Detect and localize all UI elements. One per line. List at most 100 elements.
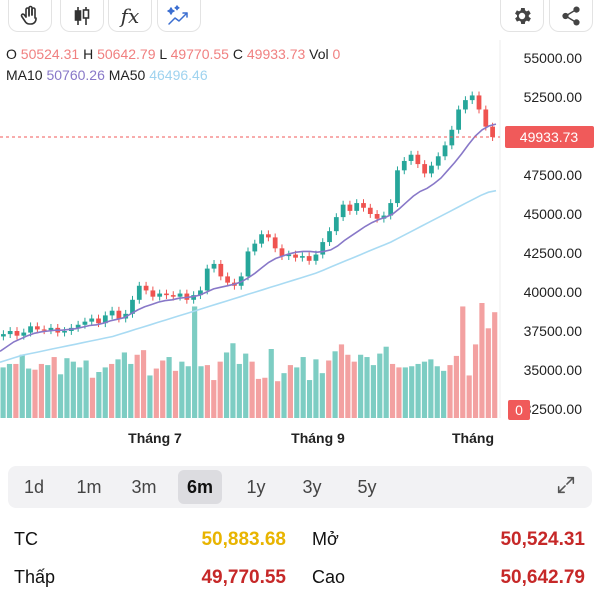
open-label: O [6,46,17,62]
open-price-value: 50,524.31 [500,529,585,550]
last-price-label: 49933.73 [520,129,579,145]
candle-body [361,203,366,208]
hand-tool-button[interactable] [8,0,52,32]
auto-pattern-tool-button[interactable] [157,0,201,32]
volume-bar [217,361,223,418]
high-value: 50642.79 [97,46,156,62]
candle-body [48,327,54,331]
candle-body [340,204,346,218]
ma50-label: MA50 [108,67,146,83]
candle-body [367,207,373,214]
candlestick-tool-button[interactable] [60,0,104,32]
volume-bar [128,363,134,418]
function-icon: fx [121,4,140,28]
share-button[interactable] [549,0,593,32]
y-tick-label: 52500.00 [524,89,583,105]
period-1d-button[interactable]: 1d [12,470,56,504]
volume-bar [472,344,479,418]
volume-bar [70,361,76,418]
volume-bar [26,368,32,418]
candle-body [463,100,468,110]
period-label: 1y [246,476,266,497]
price-chart[interactable]: 55000.0052500.0050000.0047500.0045000.00… [0,40,600,455]
candle-body [82,321,88,325]
hand-icon [18,4,42,28]
candle-body [225,276,230,283]
volume-bar [453,355,459,418]
volume-bar [134,354,140,418]
candle-body [164,293,169,296]
period-1y-button[interactable]: 1y [234,470,278,504]
period-3y-button[interactable]: 3y [290,470,334,504]
candle-body [476,95,482,110]
period-1m-button[interactable]: 1m [67,470,111,504]
open-value: 50524.31 [20,46,80,62]
volume-bar [192,306,198,418]
candle-body [157,293,163,297]
period-5y-button[interactable]: 5y [345,470,389,504]
ma10-line [0,123,497,352]
fullscreen-button[interactable] [552,473,580,501]
candle-body [102,315,108,324]
candle-body [41,329,47,331]
settings-button[interactable] [500,0,544,32]
candle-body [116,310,122,319]
reference-price-label: TC [14,529,38,549]
period-6m-button[interactable]: 6m [178,470,222,504]
candle-body [313,254,319,261]
candle-body [109,310,115,316]
auto-pattern-icon [166,4,192,28]
candle-body [218,263,224,277]
y-tick-label: 55000.00 [524,50,583,66]
volume-bar [223,352,230,418]
volume-bar [211,380,217,418]
volume-bar [294,367,300,418]
candle-body [374,214,380,219]
candle-body [14,331,20,336]
candle-body [449,129,455,146]
volume-bar [377,353,383,418]
candle-body [34,326,40,330]
high-price-label: Cao [312,567,346,587]
candle-body [388,203,394,216]
volume-bar [389,363,396,418]
volume-bar [13,363,19,418]
gear-icon [511,5,533,27]
reference-price-value: 50,883.68 [201,529,286,550]
volume-bar [479,303,485,418]
volume-bar [306,380,313,418]
volume-bar [64,358,70,418]
close-label: C [232,46,243,62]
candle-body [293,254,298,258]
period-label: 6m [186,476,213,497]
volume-bar [0,367,6,418]
candle-body [483,109,489,127]
candle-body [1,334,6,337]
volume-bar [447,365,453,418]
volume-bar [287,365,293,418]
volume-bar [198,366,204,418]
volume-bar [441,370,447,418]
volume-bar [396,367,402,418]
volume-bar [115,359,121,418]
volume-bar [345,354,351,418]
candle-body [422,164,428,174]
volume-bar [492,312,498,418]
candle-body [442,145,448,157]
volume-bar [485,328,491,418]
period-selector: 1d 1m 3m 6m 1y 3y 5y [8,466,592,508]
function-glyph: fx [120,3,140,28]
candle-body [259,234,264,244]
x-tick-label: Tháng [452,430,494,446]
low-label: L [159,46,167,62]
y-tick-label: 42500.00 [524,245,583,261]
candle-body [469,95,475,101]
ma10-label: MA10 [6,67,43,83]
volume-bar [421,361,428,418]
function-tool-button[interactable]: fx [108,0,152,32]
period-3m-button[interactable]: 3m [122,470,166,504]
volume-bar [89,377,96,418]
low-price-label: Thấp [14,567,56,587]
volume-bar [230,343,236,418]
candle-body [327,231,332,243]
